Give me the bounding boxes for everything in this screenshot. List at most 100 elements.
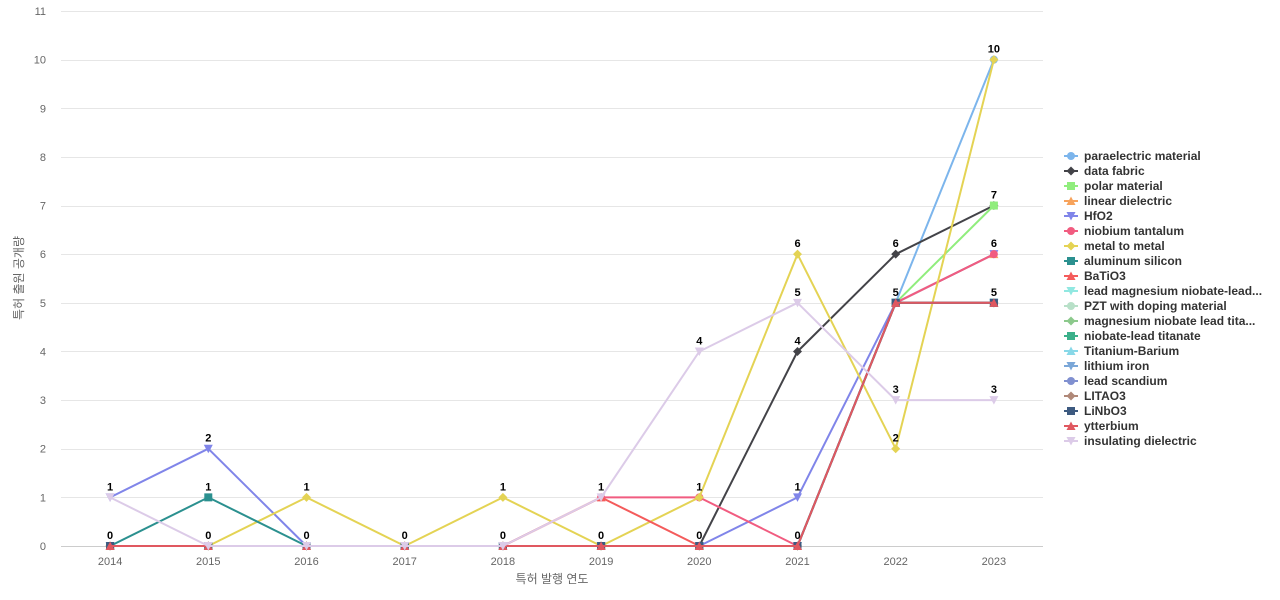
series-line [109, 301, 994, 547]
data-label: 0 [107, 530, 113, 542]
data-label: 3 [991, 384, 997, 396]
x-axis-title: 특허 발행 연도 [516, 571, 589, 586]
series-line [110, 301, 994, 547]
data-point [793, 493, 802, 502]
legend-marker-icon [1066, 166, 1076, 176]
data-label: 4 [696, 335, 703, 347]
y-tick-label: 2 [40, 444, 46, 456]
data-point [302, 542, 311, 551]
series-line [110, 204, 995, 547]
data-point [694, 347, 704, 356]
legend-item[interactable]: LITAO3 [1064, 389, 1126, 403]
legend-item[interactable]: lead magnesium niobate-lead... [1064, 284, 1262, 298]
series-line [110, 301, 994, 547]
data-point [105, 493, 115, 502]
legend-label: data fabric [1084, 164, 1145, 178]
legend-marker-icon [1067, 152, 1075, 160]
series-line [109, 301, 994, 547]
legend-item[interactable]: linear dielectric [1064, 194, 1172, 208]
legend-item[interactable]: paraelectric material [1064, 149, 1201, 163]
legend-marker-icon [1066, 391, 1076, 401]
series-line [110, 301, 994, 547]
y-tick-label: 10 [34, 55, 46, 67]
data-point [105, 541, 115, 550]
data-point [891, 298, 901, 307]
data-point [498, 492, 508, 502]
y-tick-label: 9 [40, 103, 46, 115]
data-label: 1 [598, 481, 604, 493]
legend-label: niobium tantalum [1084, 224, 1184, 238]
data-point [793, 346, 802, 356]
legend-item[interactable]: insulating dielectric [1064, 434, 1197, 448]
legend-marker-icon [1067, 377, 1075, 385]
data-label: 0 [794, 530, 800, 542]
legend-marker-icon [1066, 362, 1076, 371]
series-line [110, 301, 994, 547]
data-point [302, 492, 311, 502]
data-point [694, 541, 704, 550]
series-line [110, 301, 994, 547]
data-label: 3 [893, 384, 899, 396]
data-label: 0 [303, 530, 309, 542]
legend-label: linear dielectric [1084, 194, 1172, 208]
data-point [989, 250, 998, 259]
legend-item[interactable]: niobium tantalum [1064, 224, 1184, 238]
y-tick-label: 3 [40, 395, 46, 407]
legend-marker-icon [1067, 257, 1075, 265]
legend-item[interactable]: BaTiO3 [1064, 269, 1126, 283]
legend-item[interactable]: aluminum silicon [1064, 254, 1182, 268]
legend-item[interactable]: niobate-lead titanate [1064, 329, 1201, 343]
data-point [400, 542, 410, 551]
legend-marker-icon [1066, 241, 1076, 251]
legend-item[interactable]: PZT with doping material [1064, 299, 1227, 313]
legend-marker-icon [1067, 407, 1075, 415]
legend-label: insulating dielectric [1084, 434, 1197, 448]
legend-item[interactable]: HfO2 [1064, 209, 1113, 223]
series-paraelectric-material [106, 55, 998, 550]
data-point [891, 444, 901, 454]
series-linear-dielectric [105, 249, 999, 550]
legend-item[interactable]: lithium iron [1064, 359, 1149, 373]
x-tick-label: 2019 [589, 556, 613, 568]
x-tick-label: 2021 [785, 556, 809, 568]
x-tick-label: 2017 [392, 556, 416, 568]
x-tick-label: 2023 [982, 556, 1006, 568]
data-label: 1 [696, 481, 702, 493]
legend-item[interactable]: magnesium niobate lead tita... [1064, 314, 1255, 328]
y-axis-ticks: 0 1 2 3 4 5 6 7 8 9 10 11 [34, 6, 46, 553]
legend-label: LiNbO3 [1084, 404, 1127, 418]
series-aluminum-silicon [106, 298, 998, 550]
y-tick-label: 1 [40, 492, 46, 504]
data-label: 7 [991, 190, 997, 202]
legend-label: magnesium niobate lead tita... [1084, 314, 1255, 328]
legend-label: aluminum silicon [1084, 254, 1182, 268]
legend-item[interactable]: metal to metal [1064, 239, 1165, 253]
legend-marker-icon [1067, 302, 1075, 310]
legend-item[interactable]: ytterbium [1064, 419, 1139, 433]
legend-label: PZT with doping material [1084, 299, 1227, 313]
y-tick-label: 5 [40, 298, 46, 310]
data-point [793, 541, 802, 550]
legend-item[interactable]: polar material [1064, 179, 1163, 193]
legend-label: paraelectric material [1084, 149, 1201, 163]
legend-label: Titanium-Barium [1084, 344, 1179, 358]
legend-item[interactable]: Titanium-Barium [1064, 344, 1179, 358]
legend-label: metal to metal [1084, 239, 1165, 253]
data-point [498, 542, 508, 551]
grid-lines [61, 11, 1043, 498]
y-axis-title: 특허 출원 공개량 [12, 236, 26, 320]
data-point [891, 396, 901, 405]
data-point [989, 396, 999, 405]
legend-item[interactable]: data fabric [1064, 164, 1145, 178]
data-label: 0 [696, 530, 702, 542]
x-axis-ticks: 2014 2015 2016 2017 2018 2019 2020 2021 2022 2023 [98, 556, 1006, 568]
legend-marker-icon [1067, 227, 1075, 235]
legend-marker-icon [1066, 271, 1076, 280]
data-label: 4 [794, 335, 801, 347]
series-line [110, 301, 994, 547]
data-point [596, 541, 606, 550]
data-point [989, 298, 999, 307]
x-tick-label: 2020 [687, 556, 711, 568]
legend-item[interactable]: LiNbO3 [1064, 404, 1127, 418]
legend-item[interactable]: lead scandium [1064, 374, 1167, 388]
